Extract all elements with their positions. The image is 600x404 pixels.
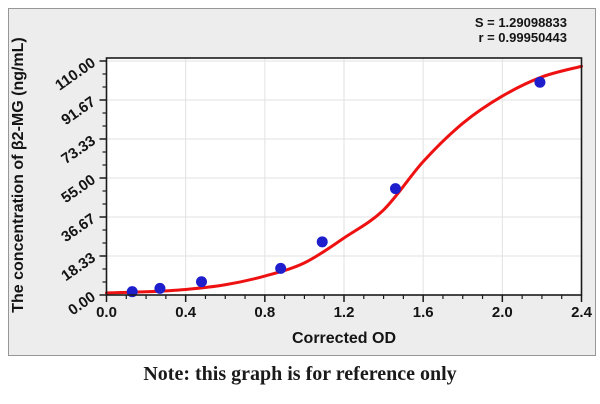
data-point-marker bbox=[275, 262, 287, 274]
y-tick-label: 110.00 bbox=[52, 54, 99, 94]
y-tick-label: 55.00 bbox=[58, 171, 99, 206]
x-tick-label: 2.0 bbox=[492, 304, 513, 321]
y-tick-label: 91.67 bbox=[58, 93, 99, 128]
fit-statistic-r: r = 0.99950443 bbox=[478, 29, 567, 45]
y-tick-label: 0.00 bbox=[65, 288, 99, 319]
x-tick-label: 2.4 bbox=[571, 304, 593, 321]
fit-statistic-s: S = 1.29098833 bbox=[474, 15, 567, 30]
reference-note: Note: this graph is for reference only bbox=[143, 363, 457, 385]
y-axis-title: The concentration of β2-MG (ng/mL) bbox=[10, 37, 27, 313]
data-point-marker bbox=[534, 76, 546, 88]
data-point-marker bbox=[154, 282, 166, 294]
x-axis-title: Corrected OD bbox=[292, 330, 396, 347]
y-tick-label: 36.67 bbox=[58, 210, 99, 245]
data-point-marker bbox=[389, 183, 401, 195]
fitted-curve-path bbox=[105, 64, 583, 295]
data-point-marker bbox=[196, 276, 207, 288]
fit-statistics: S = 1.29098833 r = 0.99950443 bbox=[474, 15, 567, 45]
y-tick-label: 73.33 bbox=[58, 132, 99, 167]
x-tick-label: 0.0 bbox=[96, 304, 117, 321]
x-tick-label: 0.8 bbox=[254, 304, 275, 321]
x-tick-label: 0.4 bbox=[175, 304, 197, 321]
figure-panel: 0.0 0.4 0.8 1.2 1.6 2.0 2.4 0.00 18.33 36.67 55.00… bbox=[8, 8, 596, 356]
data-point-marker bbox=[316, 236, 328, 248]
y-tick-label: 18.33 bbox=[58, 249, 99, 284]
x-tick-label: 1.6 bbox=[413, 304, 434, 321]
x-tick-label: 1.2 bbox=[334, 304, 355, 321]
standard-curve-chart: 0.0 0.4 0.8 1.2 1.6 2.0 2.4 0.00 18.33 36.67 55.00… bbox=[10, 37, 593, 347]
